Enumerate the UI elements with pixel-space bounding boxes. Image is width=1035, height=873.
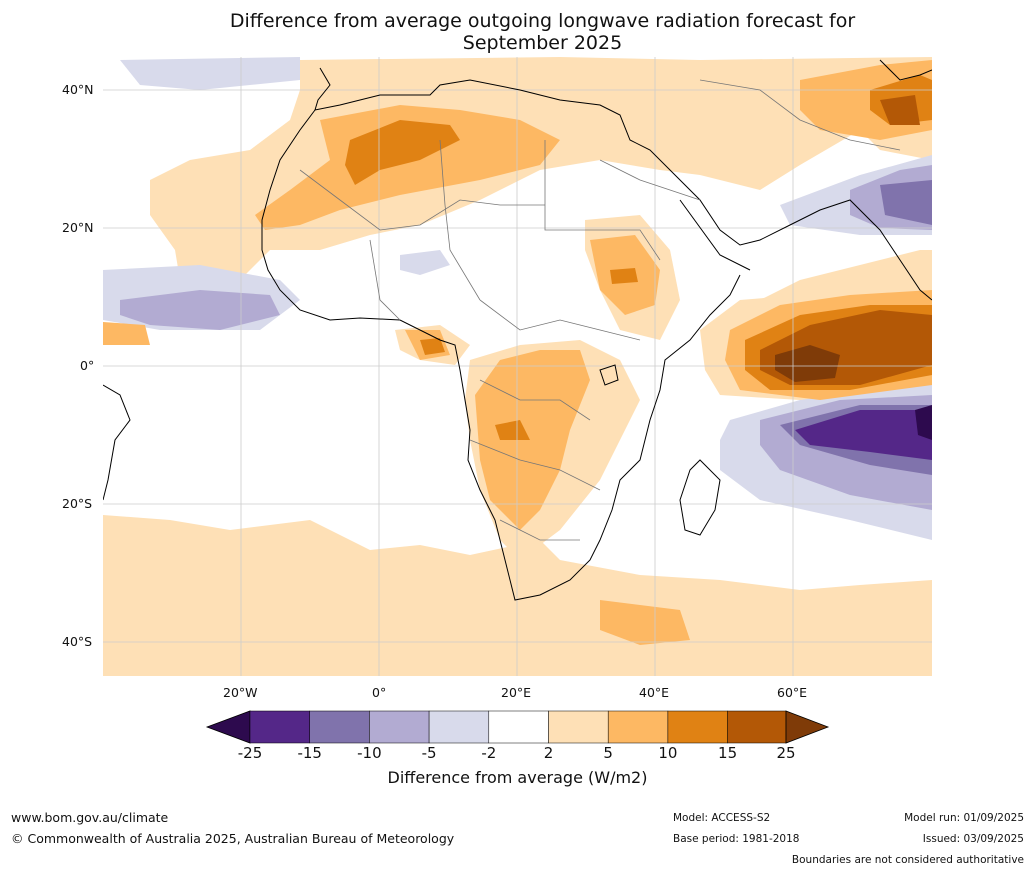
- footer-model: Model: ACCESS-S2: [673, 812, 771, 824]
- colorbar-extend-high: [785, 710, 830, 744]
- lat-label: 40°N: [62, 82, 94, 97]
- lon-label: 0°: [372, 685, 387, 700]
- colorbar-bin: [369, 710, 430, 744]
- lon-label: 40°E: [639, 685, 670, 700]
- anomaly-above-25-region: [775, 345, 840, 382]
- colorbar-bin: [249, 710, 310, 744]
- footer-base-period: Base period: 1981-2018: [673, 833, 800, 845]
- title-line-2: September 2025: [462, 32, 623, 54]
- colorbar-tick-label: 25: [776, 744, 796, 762]
- title-line-1: Difference from average outgoing longwav…: [229, 10, 856, 32]
- colorbar-tick-label: -15: [297, 744, 322, 762]
- lat-label: 0°: [80, 358, 95, 373]
- colorbar-tick-label: 10: [658, 744, 678, 762]
- footer-copyright: © Commonwealth of Australia 2025, Austra…: [11, 831, 455, 846]
- map-title: Difference from average outgoing longwav…: [0, 10, 1035, 54]
- lon-label: 20°E: [501, 685, 532, 700]
- colorbar-tick-label: -5: [421, 744, 437, 762]
- colorbar-bin: [727, 710, 787, 744]
- colorbar-bin: [607, 710, 669, 744]
- footer-model-run: Model run: 01/09/2025: [904, 812, 1024, 824]
- colorbar-bin: [428, 710, 490, 744]
- colorbar-bin: [488, 710, 549, 744]
- colorbar-bin: [667, 710, 728, 744]
- colorbar-tick-label: 15: [718, 744, 738, 762]
- footer-url: www.bom.gov.au/climate: [11, 810, 169, 825]
- coastlines: [103, 59, 932, 601]
- lat-label: 40°S: [62, 634, 93, 649]
- lat-label: 20°N: [62, 220, 94, 235]
- colorbar-bin: [548, 710, 609, 744]
- anomaly-neg15-to-neg25-regions: [795, 410, 932, 460]
- colorbar-tick-label: -25: [237, 744, 263, 762]
- colorbar-tick-label: -2: [481, 744, 497, 762]
- map-plot-area: [103, 57, 932, 676]
- colorbar-bin: [309, 710, 370, 744]
- gridlines: [103, 57, 932, 676]
- lon-label: 20°W: [223, 685, 258, 700]
- footer-disclaimer: Boundaries are not considered authoritat…: [791, 854, 1024, 866]
- footer-issued: Issued: 03/09/2025: [922, 833, 1024, 845]
- colorbar: [205, 710, 830, 744]
- lon-label: 60°E: [777, 685, 808, 700]
- colorbar-extend-low: [205, 710, 251, 744]
- lat-label: 20°S: [62, 496, 93, 511]
- colorbar-tick-label: -10: [357, 744, 382, 762]
- country-borders: [299, 79, 901, 541]
- anomaly-below-neg25-region: [915, 405, 932, 440]
- colorbar-tick-label: 5: [603, 744, 613, 762]
- colorbar-title: Difference from average (W/m2): [387, 768, 648, 787]
- colorbar-tick-label: 2: [543, 744, 554, 762]
